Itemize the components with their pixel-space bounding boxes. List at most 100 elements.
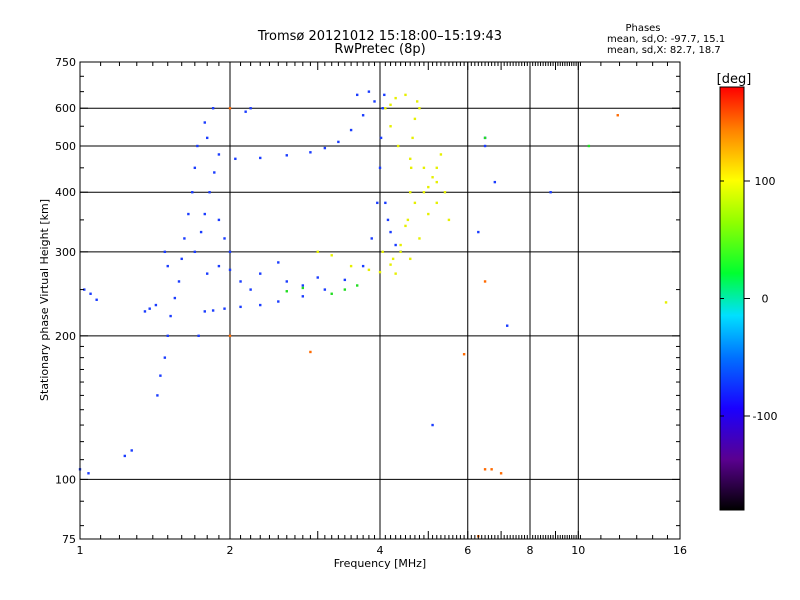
- data-point: [87, 472, 90, 475]
- data-point: [664, 301, 668, 304]
- data-point: [477, 230, 480, 234]
- y-axis-label: Stationary phase Virtual Height [km]: [38, 199, 51, 401]
- phases-line-o: mean, sd,O: -97.7, 15.1: [607, 34, 725, 45]
- colorbar-ticks: 100 0 -100: [720, 175, 777, 423]
- data-point: [249, 107, 252, 110]
- data-point: [418, 107, 421, 110]
- data-point: [259, 156, 262, 160]
- data-point: [285, 290, 288, 293]
- colorbar-tick-label: 0: [762, 293, 769, 306]
- data-point: [349, 264, 353, 268]
- data-point: [193, 250, 197, 254]
- data-point: [173, 296, 177, 300]
- data-point: [166, 334, 169, 338]
- data-point: [549, 191, 552, 194]
- y-tick-label: 750: [55, 56, 76, 69]
- data-point: [399, 250, 402, 254]
- chart-title: Tromsø 20121012 15:18:00–15:19:43: [257, 29, 502, 44]
- data-point: [389, 125, 392, 128]
- data-point: [183, 237, 186, 240]
- x-tick-label: 4: [377, 544, 384, 557]
- data-point: [228, 268, 232, 272]
- data-point: [323, 288, 327, 291]
- data-point: [355, 284, 359, 287]
- data-point: [187, 212, 190, 216]
- data-point: [411, 136, 414, 140]
- data-point: [379, 136, 383, 140]
- colorbar-tick-label: -100: [753, 410, 778, 423]
- data-point: [427, 185, 430, 189]
- data-point: [156, 394, 159, 397]
- phases-line-x: mean, sd,X: 82.7, 18.7: [607, 45, 721, 56]
- data-point: [587, 144, 591, 148]
- data-point: [391, 257, 395, 261]
- data-point: [381, 107, 384, 110]
- data-point: [309, 350, 312, 354]
- data-point: [163, 356, 167, 359]
- data-point: [244, 110, 247, 113]
- data-point: [355, 93, 359, 97]
- data-point: [159, 374, 162, 377]
- data-point: [413, 117, 417, 121]
- data-point: [361, 264, 365, 268]
- data-point: [205, 272, 209, 275]
- data-point: [383, 93, 386, 97]
- data-point: [217, 218, 221, 222]
- data-point: [343, 288, 347, 291]
- y-tick-label: 200: [55, 330, 76, 343]
- data-point: [505, 324, 509, 327]
- data-point: [130, 449, 133, 452]
- data-point: [422, 191, 426, 194]
- data-point: [415, 100, 419, 103]
- colorbar-tick-label: 100: [755, 175, 776, 188]
- data-point: [143, 310, 147, 313]
- data-point: [462, 353, 466, 356]
- data-point: [490, 468, 493, 471]
- data-point: [443, 191, 447, 194]
- data-point: [223, 307, 226, 310]
- data-point: [404, 93, 407, 97]
- data-point: [148, 307, 151, 310]
- data-point: [435, 166, 438, 170]
- y-tick-label: 400: [55, 186, 76, 199]
- data-point: [259, 303, 262, 307]
- data-point: [616, 114, 619, 117]
- data-point: [197, 334, 200, 338]
- data-point: [435, 201, 438, 205]
- data-point: [193, 166, 197, 170]
- data-point: [418, 237, 421, 240]
- data-point: [361, 114, 365, 117]
- y-tick-label: 600: [55, 102, 76, 115]
- data-point: [277, 300, 280, 303]
- data-point: [123, 454, 126, 458]
- data-point: [349, 128, 353, 132]
- data-point: [493, 180, 497, 184]
- data-point: [422, 166, 426, 170]
- data-point: [367, 268, 371, 272]
- data-point: [378, 166, 382, 170]
- data-point: [205, 136, 209, 140]
- data-point: [239, 305, 242, 309]
- data-point: [196, 144, 199, 148]
- data-point: [439, 153, 443, 156]
- data-point: [228, 250, 232, 254]
- data-point: [378, 270, 382, 274]
- data-point: [343, 278, 347, 282]
- data-point: [394, 272, 397, 275]
- data-point: [277, 261, 280, 264]
- data-point: [234, 157, 237, 161]
- chart-subtitle: RwPretec (8p): [334, 42, 425, 57]
- data-point: [337, 140, 340, 144]
- x-tick-label: 6: [464, 544, 471, 557]
- data-point: [217, 153, 221, 156]
- data-point: [431, 423, 434, 427]
- data-point: [323, 146, 327, 150]
- data-point: [404, 224, 407, 228]
- data-point: [431, 176, 434, 179]
- data-point: [381, 250, 384, 254]
- data-point: [394, 96, 397, 100]
- data-point: [89, 292, 92, 295]
- data-point: [409, 257, 412, 261]
- data-point: [370, 237, 373, 240]
- data-point: [409, 157, 412, 161]
